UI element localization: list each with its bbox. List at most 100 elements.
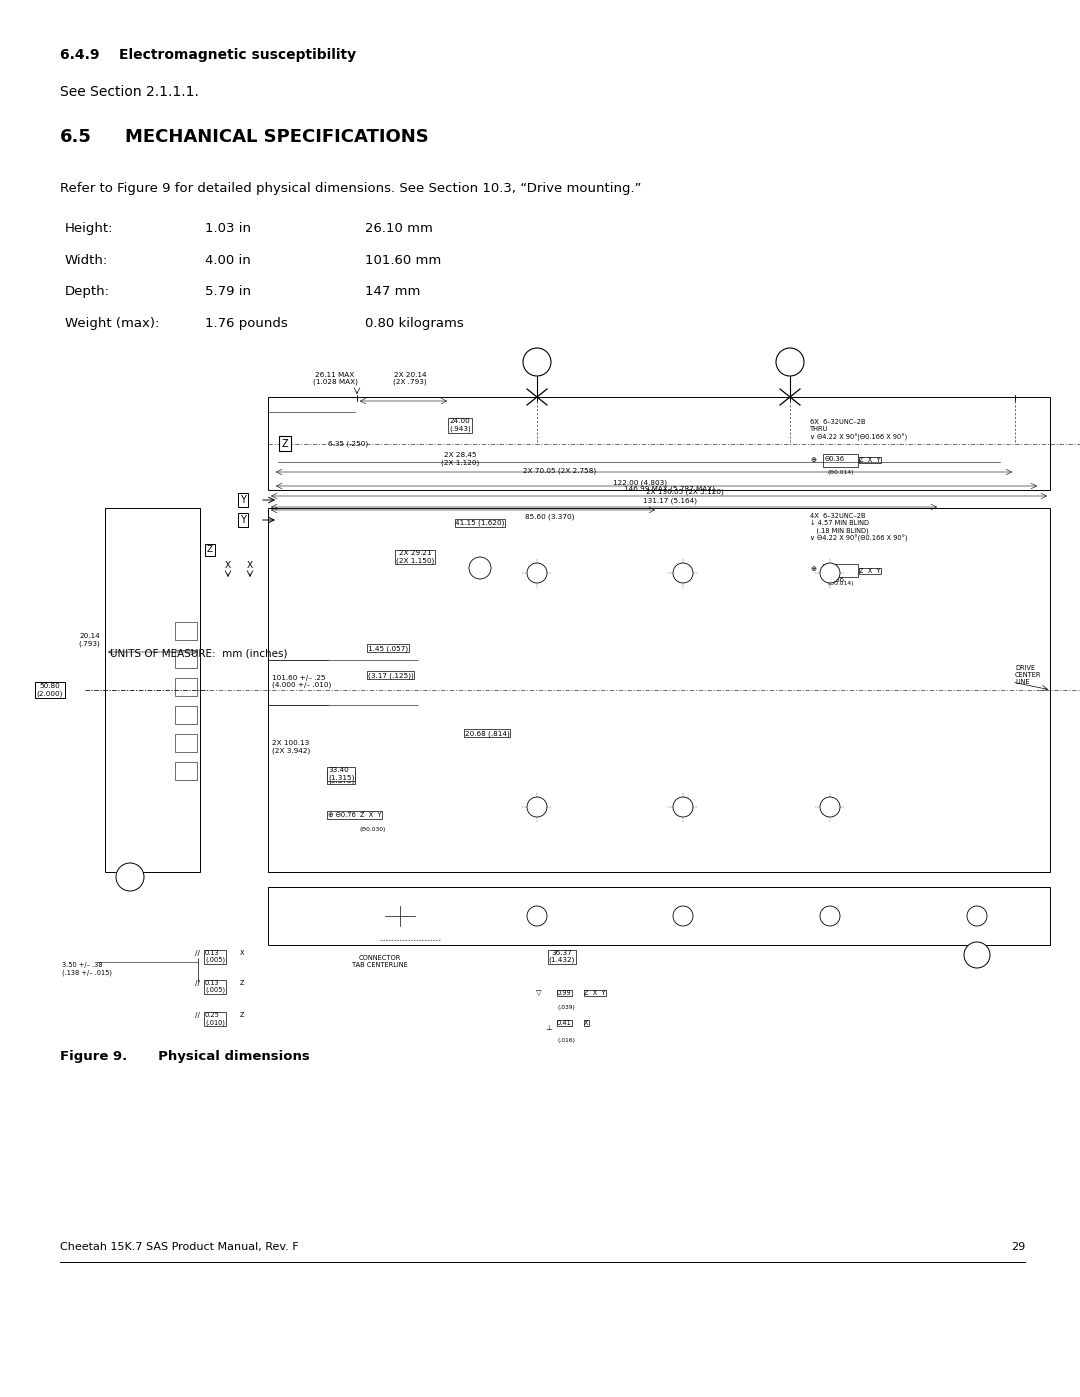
Text: (.039): (.039) [557, 1004, 575, 1010]
Text: 2X 28.45
(2X 1.120): 2X 28.45 (2X 1.120) [441, 453, 480, 465]
Text: Z: Z [207, 545, 213, 555]
Text: X: X [225, 560, 231, 570]
Text: 1.03 in: 1.03 in [205, 222, 251, 235]
Text: Z: Z [240, 1011, 244, 1018]
Text: X: X [584, 1020, 589, 1025]
Text: 2X 29.21
(2X 1.150): 2X 29.21 (2X 1.150) [396, 550, 434, 563]
Text: ⊕: ⊕ [810, 566, 816, 571]
Text: 122.00 (4.803): 122.00 (4.803) [613, 479, 667, 486]
Circle shape [535, 805, 540, 809]
Text: 85.60 (3.370): 85.60 (3.370) [525, 513, 575, 520]
Circle shape [673, 798, 693, 817]
Circle shape [535, 570, 540, 576]
Text: ⊥: ⊥ [545, 1025, 552, 1031]
Text: 20.14
(.793): 20.14 (.793) [78, 633, 100, 647]
Text: //: // [195, 950, 200, 956]
Text: ▽: ▽ [537, 990, 542, 996]
Text: UNITS OF MEASURE:  mm (inches): UNITS OF MEASURE: mm (inches) [110, 648, 287, 658]
Text: Z  X  Y: Z X Y [584, 990, 606, 996]
Text: DRIVE
CENTER
LINE: DRIVE CENTER LINE [1015, 665, 1041, 685]
Text: 0.99: 0.99 [557, 990, 571, 996]
Text: Θ0.36: Θ0.36 [825, 577, 845, 583]
Text: 101.60 +/– .25
(4.000 +/– .010): 101.60 +/– .25 (4.000 +/– .010) [272, 675, 332, 689]
Bar [105, 509, 200, 872]
Circle shape [527, 798, 546, 817]
Circle shape [820, 907, 840, 926]
Text: ⊕: ⊕ [810, 457, 816, 462]
Text: Y2: Y2 [974, 953, 981, 957]
Circle shape [827, 570, 833, 576]
Text: ⊕ Θ0.76  Z  X  Y: ⊕ Θ0.76 Z X Y [328, 812, 381, 819]
Text: Height:: Height: [65, 222, 113, 235]
Text: 0.25
(.010): 0.25 (.010) [205, 1011, 225, 1025]
Text: 1.76 pounds: 1.76 pounds [205, 317, 287, 330]
Text: 33.40
(1.315): 33.40 (1.315) [328, 767, 354, 781]
Text: Physical dimensions: Physical dimensions [135, 1051, 310, 1063]
Text: Weight (max):: Weight (max): [65, 317, 160, 330]
Text: MECHANICAL SPECIFICATIONS: MECHANICAL SPECIFICATIONS [125, 129, 429, 147]
Text: 4X  6–32UNC–2B
↓ 4.57 MIN BLIND
   (.18 MIN BLIND)
∨ Θ4.22 X 90°(Θ0.166 X 90°): 4X 6–32UNC–2B ↓ 4.57 MIN BLIND (.18 MIN … [810, 513, 907, 542]
Text: 6X  6–32UNC–2B
THRU
∨ Θ4.22 X 90°|Θ0.166 X 90°): 6X 6–32UNC–2B THRU ∨ Θ4.22 X 90°|Θ0.166 … [810, 419, 907, 441]
Text: 2X 100.13
(2X 3.942): 2X 100.13 (2X 3.942) [272, 740, 310, 753]
Text: X: X [247, 560, 253, 570]
Circle shape [673, 907, 693, 926]
Text: Depth:: Depth: [65, 285, 110, 298]
Text: CONNECTOR
TAB CENTERLINE: CONNECTOR TAB CENTERLINE [352, 956, 408, 968]
Circle shape [673, 563, 693, 583]
Text: 98.42
(3.875): 98.42 (3.875) [328, 770, 354, 784]
Bar [823, 564, 858, 577]
Text: X: X [240, 950, 244, 956]
Bar [175, 705, 197, 724]
Text: 4.00 in: 4.00 in [205, 253, 251, 267]
Text: See Section 2.1.1.1.: See Section 2.1.1.1. [60, 85, 199, 99]
Text: Z  X  Y: Z X Y [859, 457, 880, 462]
Circle shape [820, 798, 840, 817]
Bar [175, 733, 197, 752]
Text: 41.15 (1.620): 41.15 (1.620) [456, 520, 504, 527]
Text: (Θ0.014): (Θ0.014) [828, 469, 854, 475]
Text: 3.2
21: 3.2 21 [476, 563, 484, 573]
Bar [175, 650, 197, 668]
Text: 2X 70.05 (2X 2.758): 2X 70.05 (2X 2.758) [524, 467, 596, 474]
Text: 26.10 mm: 26.10 mm [365, 222, 433, 235]
Bar [175, 761, 197, 780]
Text: Width:: Width: [65, 253, 108, 267]
Text: 6.4.9    Electromagnetic susceptibility: 6.4.9 Electromagnetic susceptibility [60, 47, 356, 61]
Text: 131.17 (5.164): 131.17 (5.164) [643, 497, 697, 504]
Text: //: // [195, 1011, 200, 1018]
Text: Y: Y [240, 515, 246, 525]
Text: Figure 9.: Figure 9. [60, 1051, 127, 1063]
Bar [175, 622, 197, 640]
Circle shape [827, 805, 833, 809]
Circle shape [680, 805, 686, 809]
Text: Y1: Y1 [534, 359, 540, 365]
Text: (Θ0.014): (Θ0.014) [828, 581, 854, 585]
Text: 0.80 kilograms: 0.80 kilograms [365, 317, 463, 330]
Text: 147 mm: 147 mm [365, 285, 420, 298]
Circle shape [535, 914, 540, 918]
Text: 3.50 +/– .38
(.138 +/– .015): 3.50 +/– .38 (.138 +/– .015) [62, 963, 112, 975]
Circle shape [964, 942, 990, 968]
Text: Y2: Y2 [786, 359, 794, 365]
Circle shape [527, 907, 546, 926]
Circle shape [680, 914, 686, 918]
Text: 24.00
(.943): 24.00 (.943) [449, 418, 471, 432]
Circle shape [680, 570, 686, 576]
Text: 5.79 in: 5.79 in [205, 285, 251, 298]
Text: (3.17 (.125)): (3.17 (.125)) [368, 672, 414, 679]
Text: Z: Z [282, 439, 288, 448]
Text: 36.37
(1.432): 36.37 (1.432) [549, 950, 576, 964]
Circle shape [116, 863, 144, 891]
Text: 2X 130.05 (2X 5.120): 2X 130.05 (2X 5.120) [646, 488, 724, 495]
Bar [268, 509, 1050, 872]
Text: 1.45 (.057): 1.45 (.057) [368, 645, 408, 651]
Text: (.016): (.016) [557, 1038, 575, 1044]
Text: Y: Y [240, 495, 246, 504]
Text: 29: 29 [1011, 1242, 1025, 1252]
Circle shape [820, 563, 840, 583]
Bar [268, 397, 1050, 490]
Text: //: // [195, 981, 200, 986]
Text: Refer to Figure 9 for detailed physical dimensions. See Section 10.3, “Drive mou: Refer to Figure 9 for detailed physical … [60, 182, 642, 196]
Circle shape [527, 563, 546, 583]
Bar [268, 887, 1050, 944]
